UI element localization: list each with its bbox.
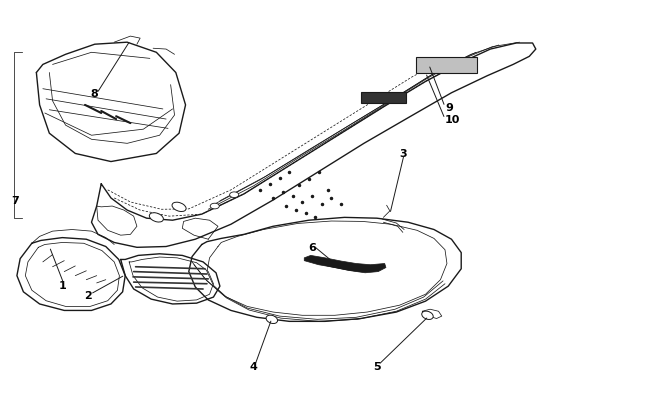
Text: 8: 8 (91, 89, 99, 98)
Text: 1: 1 (58, 280, 66, 290)
Ellipse shape (266, 315, 278, 324)
Text: 2: 2 (84, 290, 92, 301)
Ellipse shape (210, 204, 219, 209)
Text: 6: 6 (308, 242, 316, 252)
Text: 10: 10 (445, 115, 460, 125)
Text: 9: 9 (445, 102, 453, 113)
Text: 3: 3 (399, 149, 407, 159)
Text: 4: 4 (250, 361, 257, 371)
Bar (416, 58, 477, 73)
Ellipse shape (229, 192, 239, 198)
Text: 5: 5 (373, 361, 381, 371)
Ellipse shape (172, 202, 186, 212)
Polygon shape (304, 256, 386, 273)
Text: 7: 7 (11, 196, 19, 205)
Ellipse shape (150, 213, 163, 222)
Bar (361, 92, 406, 104)
Ellipse shape (422, 311, 433, 320)
